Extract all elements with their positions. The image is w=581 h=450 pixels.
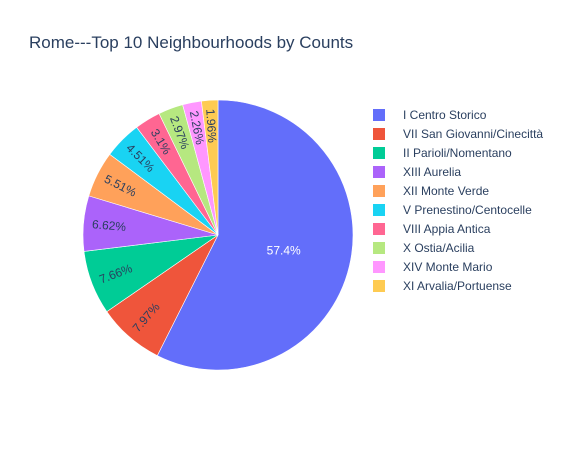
- legend-label: X Ostia/Acilia: [403, 240, 475, 255]
- legend-swatch: [373, 260, 385, 273]
- legend-swatch: [373, 146, 385, 159]
- legend-label: XIII Aurelia: [403, 164, 462, 179]
- legend-swatch: [373, 184, 385, 197]
- legend-item-xiv-monte-mario[interactable]: XIV Monte Mario: [373, 257, 543, 276]
- legend-label: XII Monte Verde: [403, 183, 490, 198]
- legend-item-viii-appia-antica[interactable]: VIII Appia Antica: [373, 219, 543, 238]
- legend-item-xii-monte-verde[interactable]: XII Monte Verde: [373, 181, 543, 200]
- legend-label: V Prenestino/Centocelle: [403, 202, 532, 217]
- legend-item-v-prenestino-centocelle[interactable]: V Prenestino/Centocelle: [373, 200, 543, 219]
- pie-slice-i-centro-storico[interactable]: [156, 99, 354, 371]
- legend-label: II Parioli/Nomentano: [403, 145, 512, 160]
- legend-item-xiii-aurelia[interactable]: XIII Aurelia: [373, 162, 543, 181]
- slice-label: 57.4%: [267, 244, 301, 258]
- legend-swatch: [373, 222, 385, 235]
- legend-label: XI Arvalia/Portuense: [403, 278, 512, 293]
- legend-label: I Centro Storico: [403, 107, 487, 122]
- legend-item-i-centro-storico[interactable]: I Centro Storico: [373, 105, 543, 124]
- slice-label: 1.96%: [203, 108, 219, 143]
- slice-label: 6.62%: [92, 217, 127, 234]
- slice-label: 2.26%: [187, 110, 207, 146]
- legend-swatch: [373, 203, 385, 216]
- chart-title: Rome---Top 10 Neighbourhoods by Counts: [29, 33, 354, 52]
- legend-label: XIV Monte Mario: [403, 259, 493, 274]
- legend-label: VII San Giovanni/Cinecittà: [403, 126, 544, 141]
- legend-swatch: [373, 127, 385, 140]
- legend-item-xi-arvalia-portuense[interactable]: XI Arvalia/Portuense: [373, 276, 543, 295]
- legend-item-vii-san-giovanni-cinecitt[interactable]: VII San Giovanni/Cinecittà: [373, 124, 543, 143]
- legend-item-ii-parioli-nomentano[interactable]: II Parioli/Nomentano: [373, 143, 543, 162]
- legend-swatch: [373, 108, 385, 121]
- legend-item-x-ostia-acilia[interactable]: X Ostia/Acilia: [373, 238, 543, 257]
- legend-swatch: [373, 165, 385, 178]
- legend-swatch: [373, 279, 385, 292]
- pie-slice-xi-arvalia-portuense[interactable]: [201, 99, 219, 236]
- legend: I Centro Storico VII San Giovanni/Cinecit…: [373, 105, 543, 295]
- legend-label: VIII Appia Antica: [403, 221, 491, 236]
- legend-swatch: [373, 241, 385, 254]
